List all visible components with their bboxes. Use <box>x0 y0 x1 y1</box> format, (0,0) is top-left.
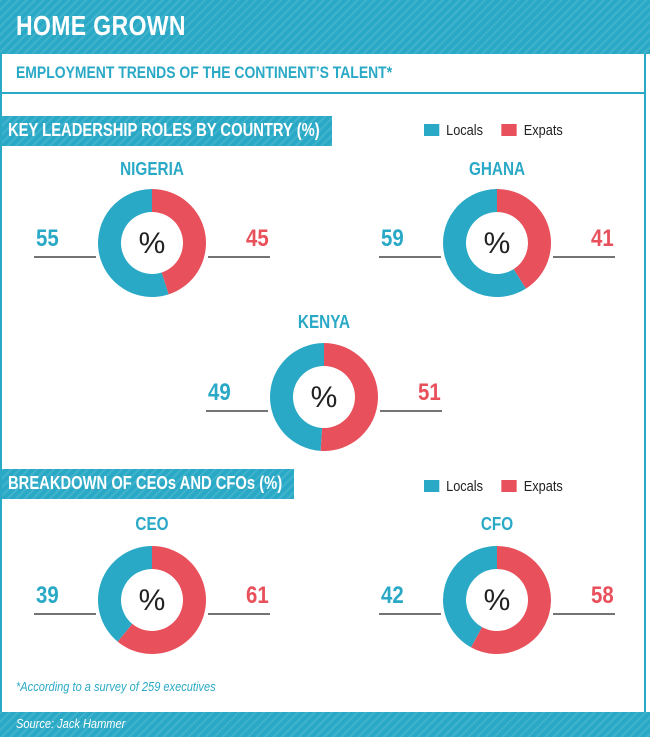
ghana-locals-slice <box>443 189 526 297</box>
expats-swatch <box>501 124 517 136</box>
expats-swatch <box>501 480 517 492</box>
cfo-expats-value: 58 <box>591 582 614 609</box>
cfo-center-label: % <box>484 584 511 617</box>
ghana-expats-slice <box>497 189 552 289</box>
ceo-center-label: % <box>139 584 166 617</box>
ceo-expats-value: 61 <box>246 582 269 609</box>
cfo-locals-value: 42 <box>381 582 404 609</box>
cfo-chart-title: CFO <box>480 514 514 534</box>
page-subtitle: EMPLOYMENT TRENDS OF THE CONTINENT’S TAL… <box>16 63 393 82</box>
section-title-ceo-cfo: BREAKDOWN OF CEOs AND CFOs (%) <box>8 473 283 493</box>
ceo-locals-slice <box>98 546 152 642</box>
ceo-locals-value: 39 <box>36 582 59 609</box>
ceo-chart-title: CEO <box>135 514 169 534</box>
subtitle-divider <box>2 92 644 94</box>
legend-label-locals: Locals <box>446 122 483 139</box>
nigeria-expats-value: 45 <box>246 225 269 252</box>
cfo-locals-slice <box>443 546 497 648</box>
header-banner: HOME GROWN <box>0 0 650 54</box>
kenya-center-label: % <box>311 381 338 414</box>
legend-ceo-cfo: Locals Expats <box>424 478 563 495</box>
section-title-leadership: KEY LEADERSHIP ROLES BY COUNTRY (%) <box>8 120 320 140</box>
content-frame <box>0 54 646 714</box>
ghana-center-label: % <box>484 227 511 260</box>
ceo-expats-slice <box>117 546 207 655</box>
cfo-expats-slice <box>470 546 551 654</box>
nigeria-chart-title: NIGERIA <box>120 159 184 179</box>
legend-leadership: Locals Expats <box>424 122 563 139</box>
section-bar-ceo-cfo: BREAKDOWN OF CEOs AND CFOs (%) <box>2 469 294 499</box>
locals-swatch <box>424 124 440 136</box>
source-credit: Source: Jack Hammer <box>16 716 126 731</box>
nigeria-locals-value: 55 <box>36 225 59 252</box>
nigeria-locals-slice <box>98 189 169 297</box>
nigeria-center-label: % <box>139 227 166 260</box>
kenya-expats-slice <box>320 343 379 451</box>
nigeria-expats-slice <box>152 189 206 295</box>
kenya-chart-title: KENYA <box>297 312 351 332</box>
ghana-locals-value: 59 <box>381 225 404 252</box>
ghana-chart-title: GHANA <box>468 159 526 179</box>
locals-swatch <box>424 480 440 492</box>
kenya-locals-slice <box>270 343 324 451</box>
kenya-locals-value: 49 <box>208 379 231 406</box>
section-bar-leadership: KEY LEADERSHIP ROLES BY COUNTRY (%) <box>2 116 332 146</box>
page-title: HOME GROWN <box>16 10 186 41</box>
legend-label-locals: Locals <box>446 478 483 495</box>
ghana-expats-value: 41 <box>591 225 614 252</box>
kenya-expats-value: 51 <box>418 379 441 406</box>
footnote: *According to a survey of 259 executives <box>16 679 216 694</box>
legend-label-expats: Expats <box>523 478 563 495</box>
legend-label-expats: Expats <box>523 122 563 139</box>
footer-banner: Source: Jack Hammer <box>0 712 650 737</box>
